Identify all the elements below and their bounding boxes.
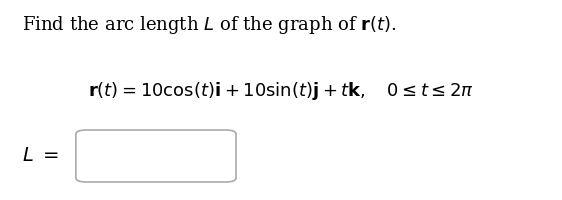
Text: $L\ =$: $L\ =$: [22, 147, 60, 165]
Text: Find the arc length $L$ of the graph of $\mathbf{r}(t)$.: Find the arc length $L$ of the graph of …: [22, 14, 397, 36]
Text: $\mathbf{r}(t) = 10\cos(t)\mathbf{i} + 10\sin(t)\mathbf{j} + t\mathbf{k}, \quad : $\mathbf{r}(t) = 10\cos(t)\mathbf{i} + 1…: [88, 80, 474, 102]
FancyBboxPatch shape: [76, 130, 236, 182]
